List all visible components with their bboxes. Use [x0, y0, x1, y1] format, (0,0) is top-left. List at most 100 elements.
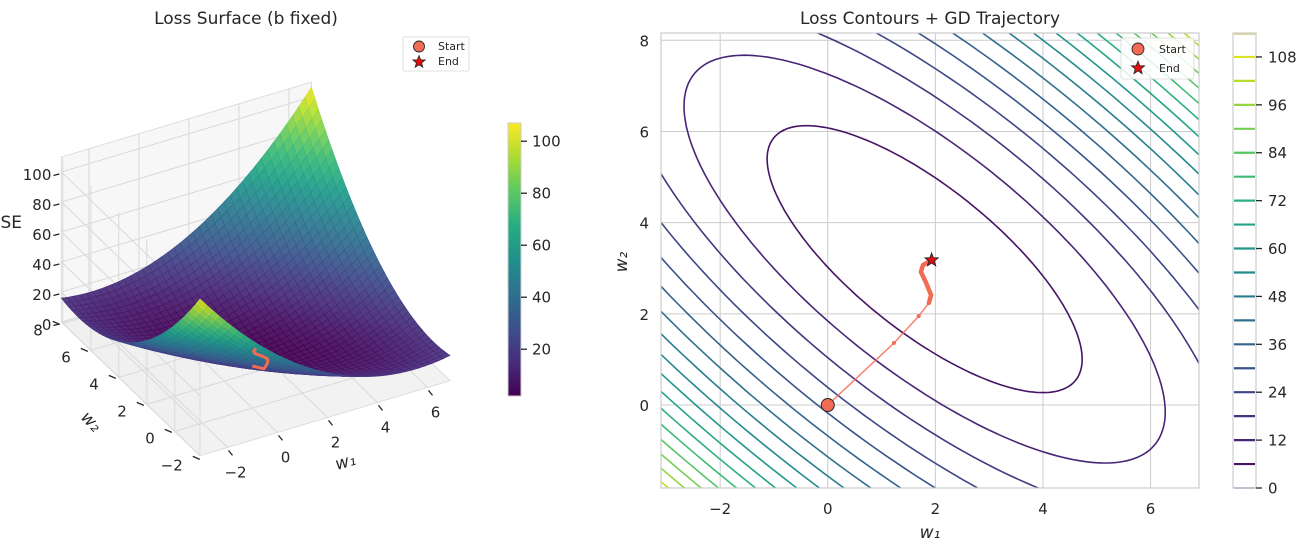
colorbar-tick-label: 72	[1268, 192, 1287, 210]
colorbar-tick-label: 12	[1268, 432, 1287, 450]
contour-colorbar-levels: 0 12 24 36 48 60 72 84 96 108	[1234, 33, 1297, 498]
x-tick-mark	[227, 449, 234, 456]
x-tick-label: 4	[381, 418, 391, 436]
surface-colorbar-ticks: 20 40 60 80 100	[521, 133, 561, 359]
x-tick-label: −2	[224, 463, 246, 481]
contour-y-tick-label: 2	[639, 306, 649, 324]
z-tick-mark	[53, 173, 60, 177]
x-tick-mark	[377, 404, 384, 411]
contour-xlabel: w₁	[920, 523, 941, 543]
contour-line	[661, 33, 1199, 488]
z-tick-label: 80	[32, 196, 51, 214]
x-tick-mark	[327, 419, 334, 426]
contour-ylabel: w₂	[612, 251, 632, 272]
contour-trajectory	[820, 251, 940, 413]
contour-line	[683, 54, 1166, 464]
z-tick-label: 20	[32, 286, 51, 304]
start-marker	[820, 398, 835, 413]
surface-mesh	[60, 86, 451, 377]
z-tick-label: 40	[32, 256, 51, 274]
y-tick-label: 0	[145, 429, 155, 447]
y-tick-label: 8	[33, 321, 43, 339]
x-tick-mark	[277, 434, 284, 441]
contour-x-tick-label: −2	[709, 500, 731, 518]
colorbar-tick-label: 36	[1268, 336, 1287, 354]
contour-line	[661, 33, 1199, 488]
contour-x-tick-label: 0	[823, 500, 833, 518]
wall-gridline	[61, 96, 312, 173]
end-star-icon	[1130, 59, 1146, 75]
start-marker-icon	[1131, 42, 1145, 56]
wall-gridline	[61, 126, 312, 203]
contour-line	[661, 33, 1199, 488]
contour-legend-end: End	[1159, 62, 1180, 75]
contour-colorbar-frame	[1232, 32, 1257, 489]
contour-x-tick-label: 2	[931, 500, 941, 518]
end-star-icon	[411, 54, 427, 69]
surface-colorbar-gradient	[507, 122, 522, 397]
contour-line	[766, 124, 1083, 394]
contour-colorbar: 0 12 24 36 48 60 72 84 96 108	[1232, 32, 1297, 498]
contour-ticks: −2 0 2 4 6 0 2 4 6 8	[639, 32, 1155, 518]
x-tick-label: 6	[431, 403, 441, 421]
z-tick-mark	[53, 263, 60, 267]
z-tick-mark	[53, 233, 60, 237]
colorbar-tick-label: 96	[1268, 96, 1287, 114]
trajectory-point	[916, 314, 921, 319]
start-marker-icon	[413, 40, 425, 53]
contour-y-tick-label: 4	[639, 215, 649, 233]
surface-patch	[196, 298, 207, 310]
y-tick-mark	[164, 428, 173, 433]
colorbar-tick-label: 84	[1268, 144, 1287, 162]
contour-line	[661, 33, 1199, 488]
surface-legend-end: End	[438, 55, 459, 68]
y-tick-mark	[108, 374, 117, 379]
trajectory-point	[891, 341, 896, 346]
colorbar-tick-label: 60	[532, 237, 551, 255]
colorbar-tick-label: 60	[1268, 240, 1287, 258]
contour-legend: Start End	[1120, 37, 1195, 80]
y-tick-label: 6	[61, 348, 71, 366]
surface-colorbar: 20 40 60 80 100	[507, 122, 561, 397]
contour-line	[661, 33, 1199, 488]
x-tick-label: 2	[331, 433, 341, 451]
y-tick-mark	[80, 347, 89, 352]
y-tick-mark	[192, 455, 201, 460]
surface-legend: Start End	[402, 36, 470, 72]
contour-plot: Loss Contours + GD Trajectory −2 0 2 4 60246…	[612, 9, 1297, 543]
surface-ylabel: w₂	[76, 408, 105, 437]
colorbar-tick-label: 100	[532, 133, 561, 151]
contour-line	[661, 33, 1199, 488]
contour-x-tick-label: 6	[1146, 500, 1156, 518]
contour-y-tick-label: 0	[639, 397, 649, 415]
colorbar-tick-label: 24	[1268, 384, 1287, 402]
contour-y-tick-label: 8	[639, 32, 649, 50]
trajectory-point	[926, 300, 931, 305]
contour-line	[661, 33, 1199, 488]
contour-line	[661, 33, 1199, 488]
wall-gridline	[61, 321, 201, 457]
x-tick-mark	[427, 389, 434, 396]
x-tick-label: 0	[281, 448, 291, 466]
contour-line	[661, 33, 1199, 488]
contour-axes-frame	[660, 32, 1200, 489]
z-tick-label: 60	[32, 226, 51, 244]
y-tick-label: 2	[117, 402, 127, 420]
surface-title: Loss Surface (b fixed)	[154, 9, 338, 29]
colorbar-tick-label: 48	[1268, 288, 1287, 306]
trajectory-point	[929, 293, 934, 298]
surface-legend-start: Start	[438, 40, 466, 53]
end-marker	[923, 251, 940, 267]
y-tick-mark	[52, 320, 61, 325]
z-tick-label: 100	[23, 166, 52, 184]
colorbar-tick-label: 20	[532, 341, 551, 359]
contour-x-tick-label: 4	[1038, 500, 1048, 518]
contour-line	[661, 33, 1199, 488]
contour-line	[661, 33, 1199, 488]
z-tick-mark	[53, 203, 60, 207]
y-tick-label: −2	[161, 456, 183, 474]
contour-lines	[661, 33, 1199, 488]
contour-legend-start: Start	[1159, 43, 1187, 56]
